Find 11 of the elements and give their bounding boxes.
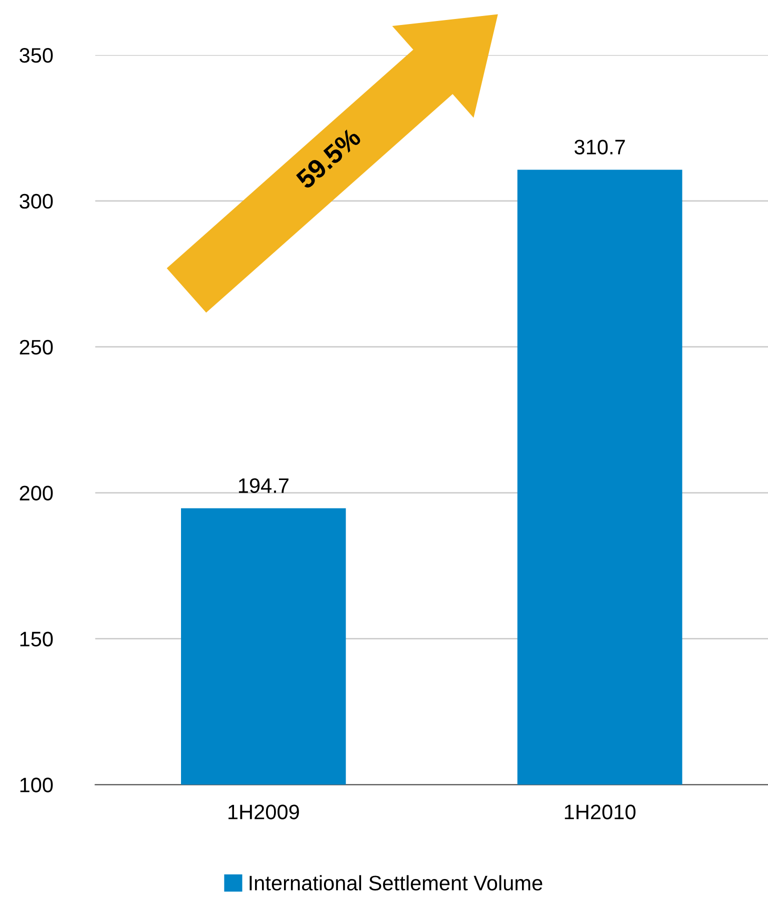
y-tick-label: 350 [20,48,53,63]
x-tick-label: 1H2010 [564,804,636,820]
y-tick-label: 250 [20,340,53,355]
y-tick-label: 150 [20,632,53,646]
y-tick-label: 200 [20,486,53,501]
legend-label: International Settlement Volume [250,875,542,890]
y-tick-label: 300 [20,194,53,209]
data-label: 310.7 [574,140,625,154]
data-label: 194.7 [238,478,288,494]
x-tick-label: 1H2009 [228,804,299,820]
y-tick-label: 100 [20,778,53,792]
